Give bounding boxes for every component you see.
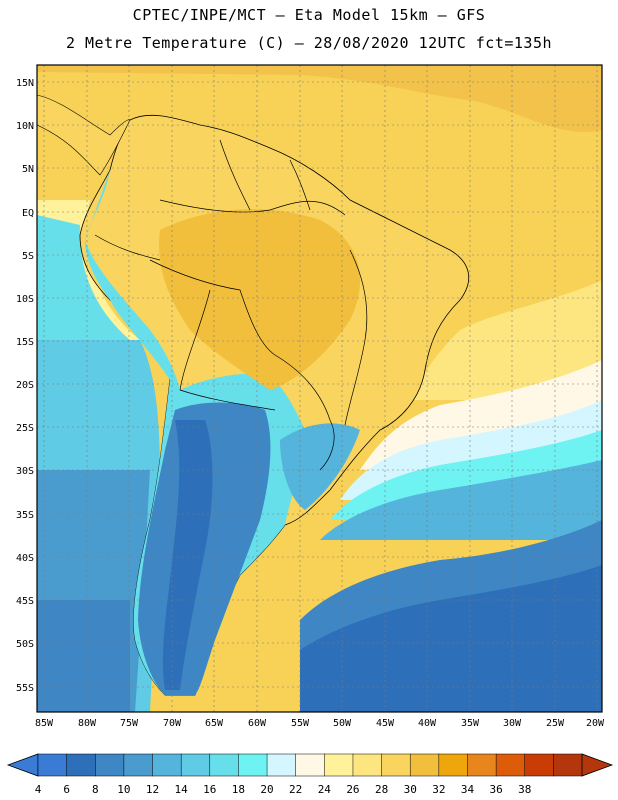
colorbar-segment	[324, 753, 354, 777]
lat-label: 40S	[16, 553, 34, 564]
map-plot-area	[37, 65, 602, 712]
colorbar-label: 12	[146, 783, 159, 796]
colorbar-label: 32	[432, 783, 445, 796]
lat-label: 5N	[22, 164, 34, 175]
interior-warm-region	[159, 209, 360, 390]
colorbar-label: 24	[318, 783, 332, 796]
longitude-labels: 85W 80W 75W 70W 65W 60W 55W 50W 45W 40W …	[35, 718, 605, 729]
colorbar-label: 26	[346, 783, 359, 796]
lat-label: 55S	[16, 683, 34, 694]
colorbar-segment	[553, 753, 583, 777]
map-title-line-2: 2 Metre Temperature (C) – 28/08/2020 12U…	[65, 34, 553, 52]
caribbean-coast-land	[37, 94, 131, 176]
lon-label: 25W	[546, 718, 565, 729]
lon-label: 45W	[376, 718, 395, 729]
colorbar-segment	[438, 753, 469, 777]
lon-label: 70W	[163, 718, 182, 729]
lat-label: 15S	[16, 337, 34, 348]
lon-label: 60W	[248, 718, 267, 729]
colorbar-segment	[524, 753, 554, 777]
lon-label: 75W	[120, 718, 139, 729]
lon-label: 85W	[35, 718, 54, 729]
lat-label: 35S	[16, 510, 34, 521]
lat-label: 50S	[16, 639, 34, 650]
map-frame	[36, 64, 603, 713]
lat-label: 45S	[16, 596, 34, 607]
latitude-labels: 15N 10N 5N EQ 5S 10S 15S 20S 25S 30S 35S…	[16, 78, 34, 694]
lat-label: 5S	[22, 251, 34, 262]
colorbar-segment	[467, 753, 497, 777]
country-borders	[94, 139, 368, 471]
ocean-band-6	[300, 565, 602, 712]
colorbar-label: 8	[92, 783, 99, 796]
colorbar-label: 34	[461, 783, 475, 796]
ocean-band-16	[37, 215, 130, 340]
map-gridlines	[37, 65, 602, 712]
lon-label: 55W	[291, 718, 310, 729]
lat-label: EQ	[22, 208, 34, 219]
lon-label: 80W	[78, 718, 97, 729]
colorbar-label: 14	[175, 783, 189, 796]
ocean-band-26	[410, 280, 602, 400]
ocean-north-band	[37, 65, 602, 133]
colorbar-low-arrow	[6, 753, 39, 777]
lat-label: 15N	[16, 78, 34, 89]
lon-label: 65W	[205, 718, 224, 729]
lat-label: 20S	[16, 380, 34, 391]
colorbar-segment	[95, 753, 125, 777]
ocean-band-8	[37, 600, 130, 712]
colorbar-label: 6	[63, 783, 70, 796]
colorbar-label: 22	[289, 783, 302, 796]
colorbar-label: 36	[489, 783, 502, 796]
colorbar-segment	[66, 753, 96, 777]
colorbar-label: 16	[203, 783, 216, 796]
colorbar-label: 4	[35, 783, 42, 796]
map-title-line-1: CPTEC/INPE/MCT – Eta Model 15km – GFS	[132, 6, 486, 24]
colorbar-segment	[495, 753, 526, 777]
colorbar-label: 10	[117, 783, 130, 796]
colorbar-label: 20	[260, 783, 273, 796]
ocean-band-12	[320, 460, 602, 540]
colorbar-segment	[295, 753, 325, 777]
lat-label: 25S	[16, 423, 34, 434]
colorbar-label: 38	[518, 783, 531, 796]
colorbar-segment	[209, 753, 239, 777]
lon-label: 30W	[503, 718, 522, 729]
colorbar-label: 28	[375, 783, 388, 796]
lon-label: 40W	[418, 718, 437, 729]
lon-label: 35W	[461, 718, 480, 729]
colorbar-label: 18	[232, 783, 245, 796]
lon-label: 50W	[333, 718, 352, 729]
andes-coldest-ridge	[162, 420, 213, 690]
colorbar-segment	[266, 753, 297, 777]
lat-label: 30S	[16, 466, 34, 477]
colorbar-segment	[238, 753, 268, 777]
lon-label: 20W	[586, 718, 605, 729]
lat-label: 10N	[16, 121, 34, 132]
colorbar-segment	[152, 753, 182, 777]
colorbar-segment	[352, 753, 383, 777]
colorbar-high-arrow	[581, 753, 614, 777]
colorbar-segment	[409, 753, 440, 777]
colorbar-segment	[180, 753, 211, 777]
lat-label: 10S	[16, 294, 34, 305]
temperature-colorbar: 4 6 8 10 12 14 16 18 20 22 24 26 28 30 32 34 36 38	[6, 753, 614, 796]
colorbar-segment	[123, 753, 154, 777]
colorbar-segment	[381, 753, 411, 777]
colorbar-label: 30	[404, 783, 417, 796]
colorbar-segment	[37, 753, 68, 777]
